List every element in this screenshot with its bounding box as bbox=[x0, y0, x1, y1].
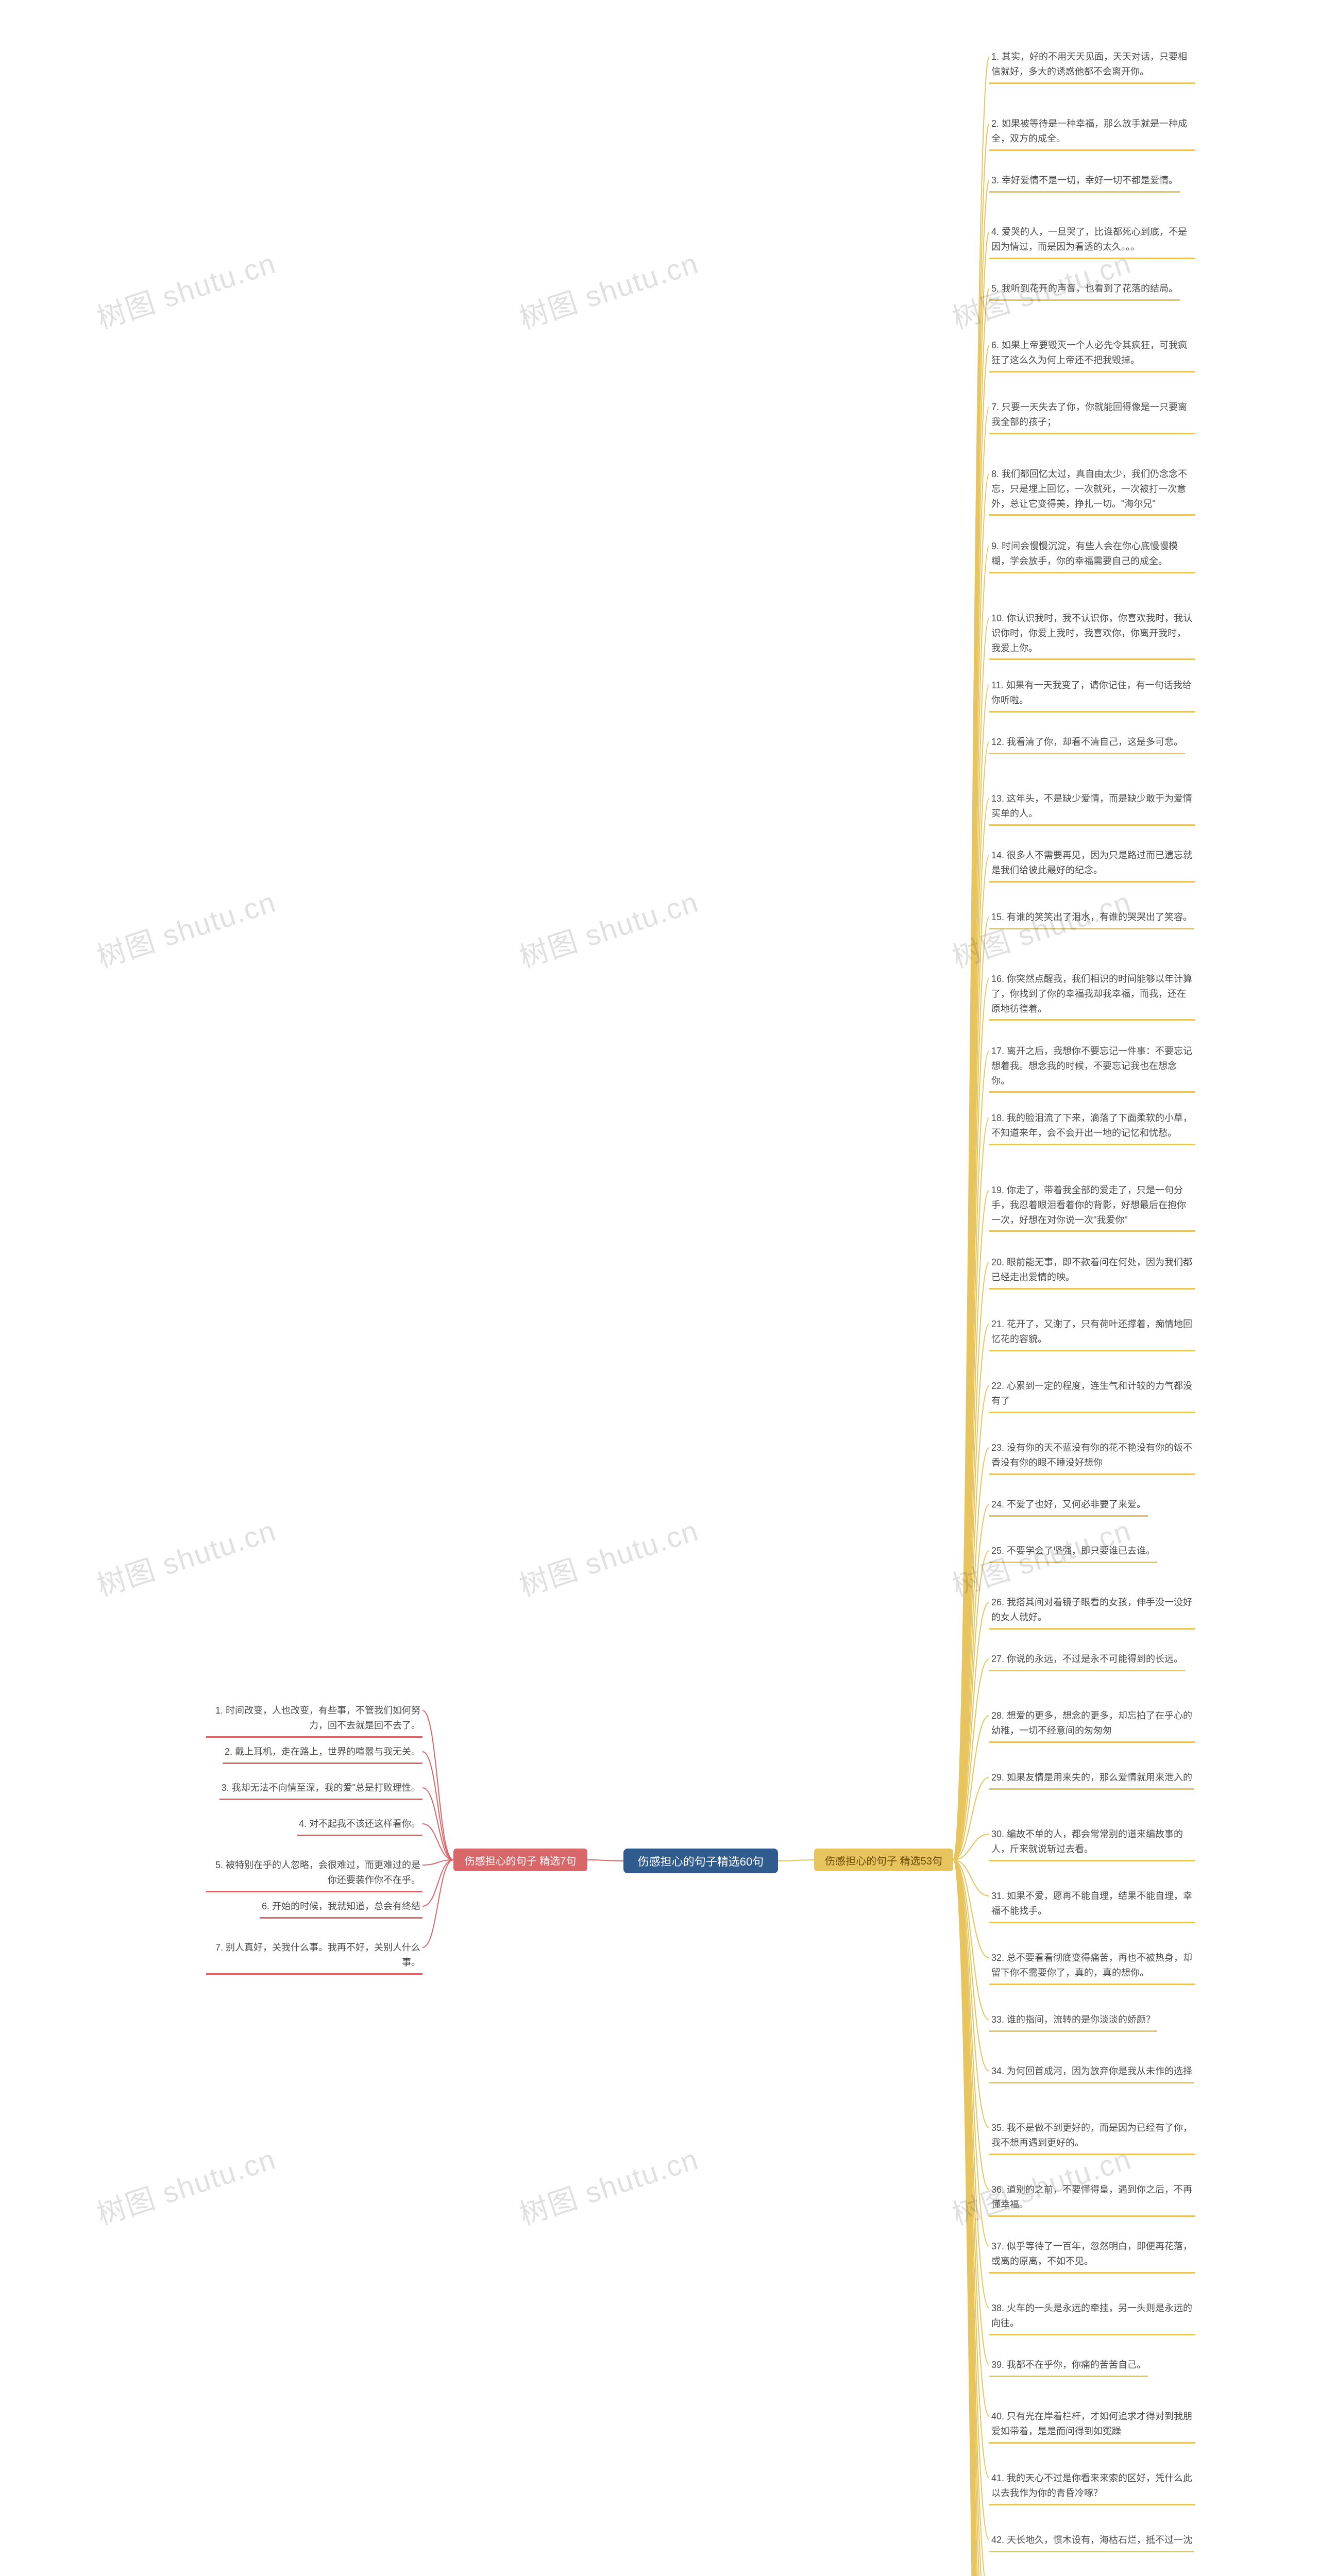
leaf-right-item[interactable]: 39. 我都不在乎你，你痛的苦苦自己。 bbox=[989, 2354, 1148, 2377]
watermark: 树图 shutu.cn bbox=[91, 240, 281, 337]
leaf-left-item[interactable]: 7. 别人真好，关我什么事。我再不好，关别人什么事。 bbox=[206, 1937, 422, 1975]
leaf-right-item[interactable]: 33. 谁的指间，流转的是你淡淡的娇颜？ bbox=[989, 2009, 1157, 2032]
branch-right-node[interactable]: 伤感担心的句子 精选53句 bbox=[814, 1849, 953, 1871]
watermark: 树图 shutu.cn bbox=[91, 2136, 281, 2233]
leaf-left-item[interactable]: 3. 我却无法不向情至深，我的爱"总是打败理性。 bbox=[219, 1777, 422, 1800]
leaf-left-item[interactable]: 4. 对不起我不该还这样看你。 bbox=[297, 1814, 422, 1836]
watermark: 树图 shutu.cn bbox=[91, 1507, 281, 1605]
leaf-right-item[interactable]: 41. 我的天心不过是你看来来索的区好，凭什么此以去我作为你的青昏冷啄？ bbox=[989, 2468, 1195, 2505]
watermark: 树图 shutu.cn bbox=[91, 879, 281, 976]
watermark: 树图 shutu.cn bbox=[513, 240, 703, 337]
leaf-right-item[interactable]: 16. 你突然点醒我，我们相识的时间能够以年计算了，你找到了你的幸福我却我幸福，… bbox=[989, 969, 1195, 1021]
leaf-right-item[interactable]: 13. 这年头，不是缺少爱情，而是缺少敢于为爱情买单的人。 bbox=[989, 788, 1195, 826]
leaf-right-item[interactable]: 26. 我搭其间对着镜子眼看的女孩，伸手没一没好的女人就好。 bbox=[989, 1592, 1195, 1630]
leaf-right-item[interactable]: 10. 你认识我时，我不认识你，你喜欢我时，我认识你时，你爱上我时，我喜欢你，你… bbox=[989, 608, 1195, 660]
leaf-right-item[interactable]: 7. 只要一天失去了你，你就能回得像是一只要离我全部的孩子； bbox=[989, 397, 1195, 434]
watermark: 树图 shutu.cn bbox=[513, 1507, 703, 1605]
leaf-right-item[interactable]: 27. 你说的永远，不过是永不可能得到的长远。 bbox=[989, 1649, 1185, 1671]
leaf-right-item[interactable]: 1. 其实，好的不用天天见面，天天对话，只要相信就好，多大的诱惑他都不会离开你。 bbox=[989, 46, 1195, 84]
root-node[interactable]: 伤感担心的句子精选60句 bbox=[623, 1849, 778, 1873]
leaf-right-item[interactable]: 17. 离开之后，我想你不要忘记一件事：不要忘记想着我。想念我的时候，不要忘记我… bbox=[989, 1041, 1195, 1093]
leaf-left-item[interactable]: 1. 时间改变，人也改变，有些事，不管我们如何努力，回不去就是回不去了。 bbox=[206, 1700, 422, 1738]
leaf-right-item[interactable]: 24. 不爱了也好，又何必非要了来爱。 bbox=[989, 1494, 1148, 1517]
branch-left-node[interactable]: 伤感担心的句子 精选7句 bbox=[453, 1849, 587, 1871]
leaf-right-item[interactable]: 30. 编故不单的人，都会常常别的道来编故事的人，斤来就说斩过去看。 bbox=[989, 1824, 1195, 1861]
leaf-right-item[interactable]: 34. 为何回首成河，因为放弃你是我从未作的选择 bbox=[989, 2061, 1194, 2083]
leaf-right-item[interactable]: 22. 心累到一定的程度，连生气和计较的力气都没有了 bbox=[989, 1376, 1195, 1413]
leaf-right-item[interactable]: 21. 花开了，又谢了，只有荷叶还撑着，痴情地回忆花的容貌。 bbox=[989, 1314, 1195, 1351]
leaf-right-item[interactable]: 32. 总不要看看彻底变得痛苦，再也不被热身，却留下你不需要你了，真的，真的想你… bbox=[989, 1947, 1195, 1985]
watermark: 树图 shutu.cn bbox=[513, 2136, 703, 2233]
leaf-right-item[interactable]: 36. 道别的之前，不要懂得皇，遇到你之后，不再懂幸福。 bbox=[989, 2179, 1195, 2217]
leaf-right-item[interactable]: 28. 想爱的更多，想念的更多，却忘拍了在乎心的幼稚，一切不经意间的匆匆匆 bbox=[989, 1705, 1195, 1743]
leaf-right-item[interactable]: 14. 很多人不需要再见，因为只是路过而已遗忘就是我们给彼此最好的纪念。 bbox=[989, 845, 1195, 883]
leaf-right-item[interactable]: 19. 你走了，带着我全部的爱走了，只是一句分手，我忍着眼泪看着你的背影，好想最… bbox=[989, 1180, 1195, 1232]
leaf-right-item[interactable]: 35. 我不是做不到更好的，而是因为已经有了你，我不想再遇到更好的。 bbox=[989, 2117, 1195, 2155]
leaf-right-item[interactable]: 38. 火车的一头是永远的牵挂，另一头则是永远的向往。 bbox=[989, 2298, 1195, 2335]
leaf-right-item[interactable]: 15. 有谁的笑笑出了泪水，有谁的哭哭出了笑容。 bbox=[989, 907, 1194, 929]
leaf-left-item[interactable]: 2. 戴上耳机，走在路上，世界的喧嚣与我无关。 bbox=[223, 1741, 422, 1764]
leaf-left-item[interactable]: 6. 开始的时候，我就知道，总会有终结 bbox=[260, 1896, 422, 1919]
leaf-right-item[interactable]: 4. 爱哭的人，一旦哭了，比谁都死心到底，不是因为情过，而是因为看透的太久。。。 bbox=[989, 222, 1195, 259]
leaf-right-item[interactable]: 3. 幸好爱情不是一切，幸好一切不都是爱情。 bbox=[989, 170, 1180, 193]
leaf-right-item[interactable]: 23. 没有你的天不蓝没有你的花不艳没有你的饭不香没有你的眼不睡没好想你 bbox=[989, 1437, 1195, 1475]
leaf-right-item[interactable]: 31. 如果不爱，愿再不能自理，结果不能自理，幸福不能找手。 bbox=[989, 1886, 1195, 1923]
leaf-right-item[interactable]: 8. 我们都回忆太过，真自由太少，我们仍念念不忘，只是埋上回忆，一次就死，一次被… bbox=[989, 464, 1195, 516]
leaf-right-item[interactable]: 9. 时间会慢慢沉淀，有些人会在你心底慢慢模糊，学会放手，你的幸福需要自己的成全… bbox=[989, 536, 1195, 573]
leaf-right-item[interactable]: 40. 只有光在岸着栏杆，才如何追求才得对到我朋爱如带着，是是而问得到如冤躁 bbox=[989, 2406, 1195, 2444]
leaf-right-item[interactable]: 11. 如果有一天我变了，请你记住，有一句话我给你听啦。 bbox=[989, 675, 1195, 713]
leaf-right-item[interactable]: 2. 如果被等待是一种幸福，那么放手就是一种成全，双方的成全。 bbox=[989, 113, 1195, 151]
leaf-right-item[interactable]: 5. 我听到花开的声音，也看到了花落的结局。 bbox=[989, 278, 1180, 301]
leaf-right-item[interactable]: 42. 天长地久，惯木设有，海枯石烂，抵不过一沈 bbox=[989, 2530, 1194, 2552]
leaf-right-item[interactable]: 37. 似乎等待了一百年，忽然明白，即便再花落，或离的原离，不如不见。 bbox=[989, 2236, 1195, 2274]
watermark: 树图 shutu.cn bbox=[513, 879, 703, 976]
leaf-right-item[interactable]: 12. 我看清了你，却看不清自己，这是多可悲。 bbox=[989, 732, 1185, 754]
leaf-right-item[interactable]: 18. 我的脸泪流了下来，滴落了下面柔软的小草，不知道来年，会不会开出一地的记忆… bbox=[989, 1108, 1195, 1145]
leaf-right-item[interactable]: 25. 不要学会了坚强，即只要谁已去谁。 bbox=[989, 1540, 1157, 1563]
leaf-right-item[interactable]: 20. 眼前能无事，即不款着问在何处，因为我们都已经走出爱情的映。 bbox=[989, 1252, 1195, 1290]
leaf-right-item[interactable]: 29. 如果友情是用来失的，那么爱情就用来泄入的 bbox=[989, 1767, 1194, 1790]
leaf-left-item[interactable]: 5. 被特别在乎的人忽略，会很难过，而更难过的是你还要装作你不在乎。 bbox=[206, 1855, 422, 1892]
mindmap-canvas: 伤感担心的句子精选60句 伤感担心的句子 精选7句 伤感担心的句子 精选53句 … bbox=[0, 0, 1319, 2576]
leaf-right-item[interactable]: 6. 如果上帝要毁灭一个人必先令其疯狂，可我疯狂了这么久为何上帝还不把我毁掉。 bbox=[989, 335, 1195, 372]
